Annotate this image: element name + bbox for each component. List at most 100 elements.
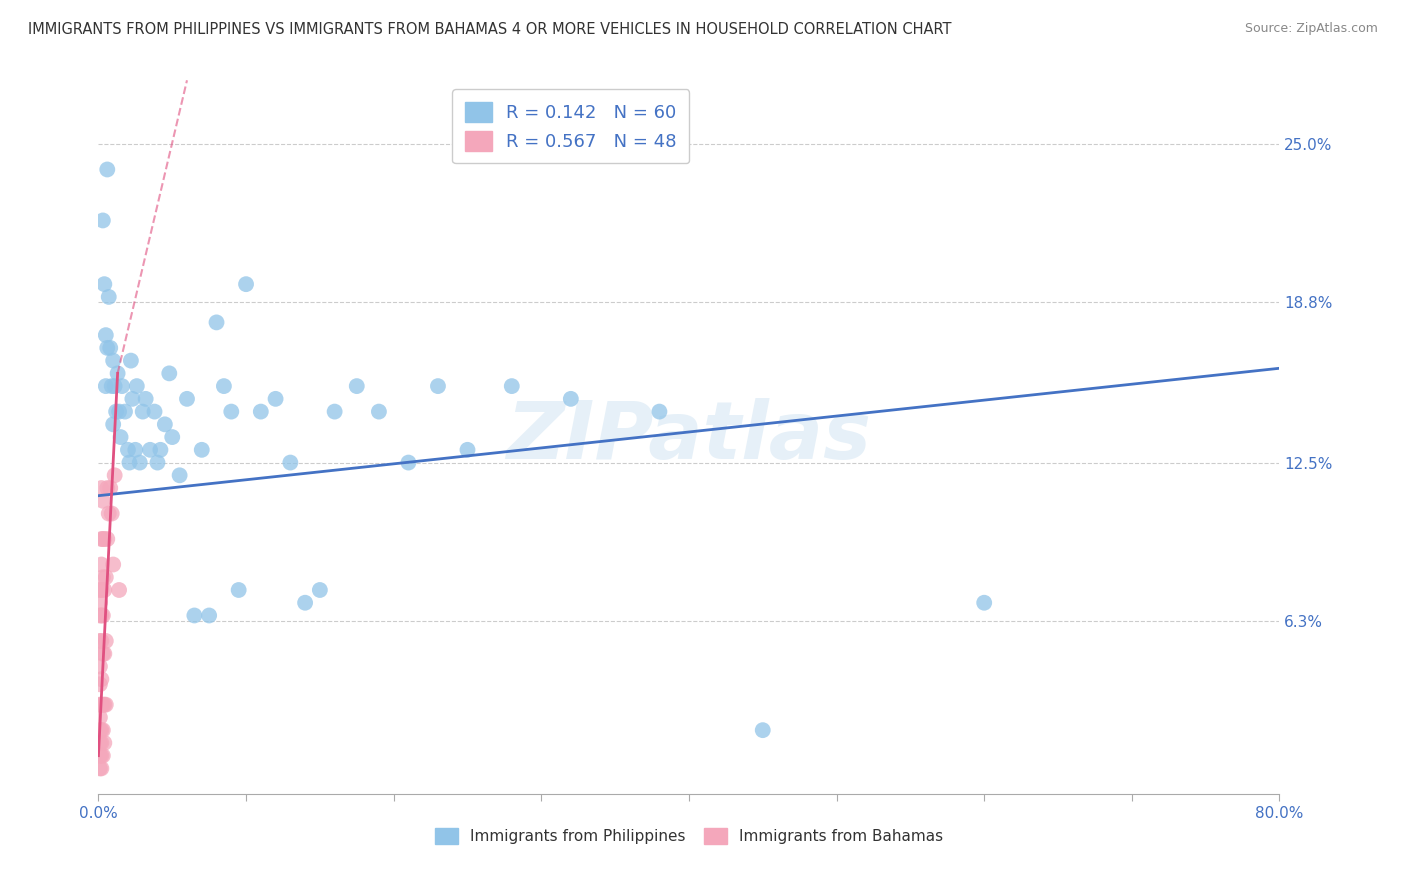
Point — [118, 456, 141, 470]
Point — [157, 367, 180, 381]
Point — [143, 404, 166, 418]
Point — [90, 698, 112, 712]
Point — [93, 647, 115, 661]
Point — [139, 442, 162, 457]
Point — [752, 723, 775, 738]
Point — [103, 417, 125, 432]
Point — [89, 596, 111, 610]
Point — [89, 677, 111, 691]
Point — [89, 582, 111, 597]
Point — [264, 392, 287, 406]
Point — [108, 582, 131, 597]
Point — [125, 379, 148, 393]
Point — [91, 608, 114, 623]
Point — [89, 659, 111, 673]
Point — [221, 404, 243, 418]
Legend: Immigrants from Philippines, Immigrants from Bahamas: Immigrants from Philippines, Immigrants … — [429, 822, 949, 850]
Point — [501, 379, 523, 393]
Point — [94, 634, 117, 648]
Point — [89, 723, 111, 738]
Text: IMMIGRANTS FROM PHILIPPINES VS IMMIGRANTS FROM BAHAMAS 4 OR MORE VEHICLES IN HOU: IMMIGRANTS FROM PHILIPPINES VS IMMIGRANT… — [28, 22, 952, 37]
Point — [132, 404, 155, 418]
Point — [250, 404, 273, 418]
Point — [280, 456, 302, 470]
Point — [162, 430, 183, 444]
Point — [96, 481, 118, 495]
Point — [294, 596, 316, 610]
Text: ZIPatlas: ZIPatlas — [506, 398, 872, 476]
Point — [169, 468, 191, 483]
Point — [228, 582, 250, 597]
Point — [153, 417, 176, 432]
Point — [120, 353, 142, 368]
Point — [93, 532, 115, 546]
Point — [89, 698, 111, 712]
Point — [427, 379, 450, 393]
Point — [90, 761, 112, 775]
Point — [100, 507, 122, 521]
Point — [110, 430, 132, 444]
Point — [89, 748, 111, 763]
Point — [205, 315, 228, 329]
Point — [212, 379, 235, 393]
Point — [149, 442, 172, 457]
Point — [93, 277, 115, 292]
Point — [183, 608, 205, 623]
Point — [94, 570, 117, 584]
Point — [90, 634, 112, 648]
Point — [91, 723, 114, 738]
Point — [198, 608, 221, 623]
Point — [89, 608, 111, 623]
Point — [97, 507, 120, 521]
Point — [90, 608, 112, 623]
Point — [94, 328, 117, 343]
Point — [98, 481, 121, 495]
Point — [91, 698, 114, 712]
Point — [368, 404, 391, 418]
Point — [103, 558, 125, 572]
Point — [124, 442, 146, 457]
Point — [973, 596, 995, 610]
Point — [96, 162, 118, 177]
Point — [90, 748, 112, 763]
Point — [104, 379, 127, 393]
Point — [135, 392, 157, 406]
Point — [648, 404, 671, 418]
Point — [111, 379, 134, 393]
Point — [235, 277, 257, 292]
Point — [105, 404, 128, 418]
Point — [146, 456, 169, 470]
Point — [91, 647, 114, 661]
Point — [89, 761, 111, 775]
Point — [191, 442, 214, 457]
Point — [90, 723, 112, 738]
Point — [94, 698, 117, 712]
Point — [94, 379, 117, 393]
Point — [91, 532, 114, 546]
Point — [103, 353, 125, 368]
Point — [176, 392, 198, 406]
Point — [90, 672, 112, 686]
Point — [91, 570, 114, 584]
Point — [89, 710, 111, 724]
Point — [97, 290, 120, 304]
Point — [560, 392, 582, 406]
Point — [91, 213, 114, 227]
Point — [93, 698, 115, 712]
Point — [114, 404, 136, 418]
Point — [98, 341, 121, 355]
Point — [96, 341, 118, 355]
Text: Source: ZipAtlas.com: Source: ZipAtlas.com — [1244, 22, 1378, 36]
Point — [93, 582, 115, 597]
Point — [89, 736, 111, 750]
Point — [128, 456, 150, 470]
Point — [398, 456, 420, 470]
Point — [346, 379, 368, 393]
Point — [89, 634, 111, 648]
Point — [104, 468, 127, 483]
Point — [457, 442, 479, 457]
Point — [91, 493, 114, 508]
Point — [323, 404, 346, 418]
Point — [121, 392, 143, 406]
Point — [108, 404, 131, 418]
